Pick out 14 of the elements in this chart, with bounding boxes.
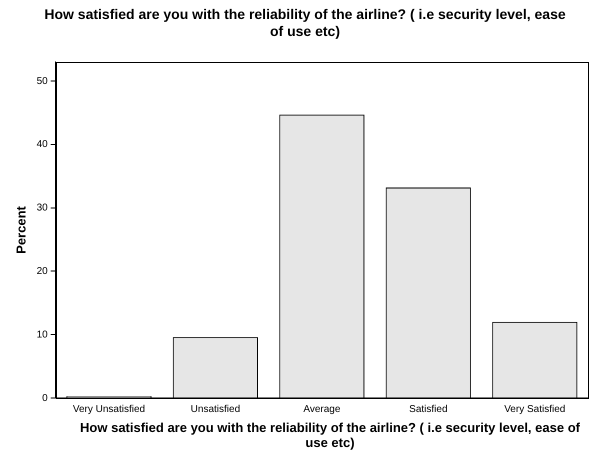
y-tick-label: 20 <box>36 266 48 277</box>
x-tick-label: Unsatisfied <box>190 404 240 415</box>
y-axis-title: Percent <box>13 205 28 254</box>
y-tick-label: 40 <box>36 139 48 150</box>
x-tick-label: Very Satisfied <box>504 404 566 415</box>
x-tick-label: Satisfied <box>409 404 448 415</box>
y-tick-label: 50 <box>36 76 48 87</box>
x-tick-label: Average <box>303 404 341 415</box>
x-axis-title: How satisfied are you with the reliability of the airline? ( i.e security level, ease of use etc) <box>79 420 581 450</box>
y-tick-label: 0 <box>42 392 48 404</box>
x-tick-label: Very Unsatisfied <box>72 404 146 415</box>
y-tick-label: 10 <box>36 329 48 340</box>
chart-title: How satisfied are you with the reliability of the airline? ( i.e security level, ease of use etc) <box>43 6 567 40</box>
y-tick-label: 30 <box>36 202 48 214</box>
